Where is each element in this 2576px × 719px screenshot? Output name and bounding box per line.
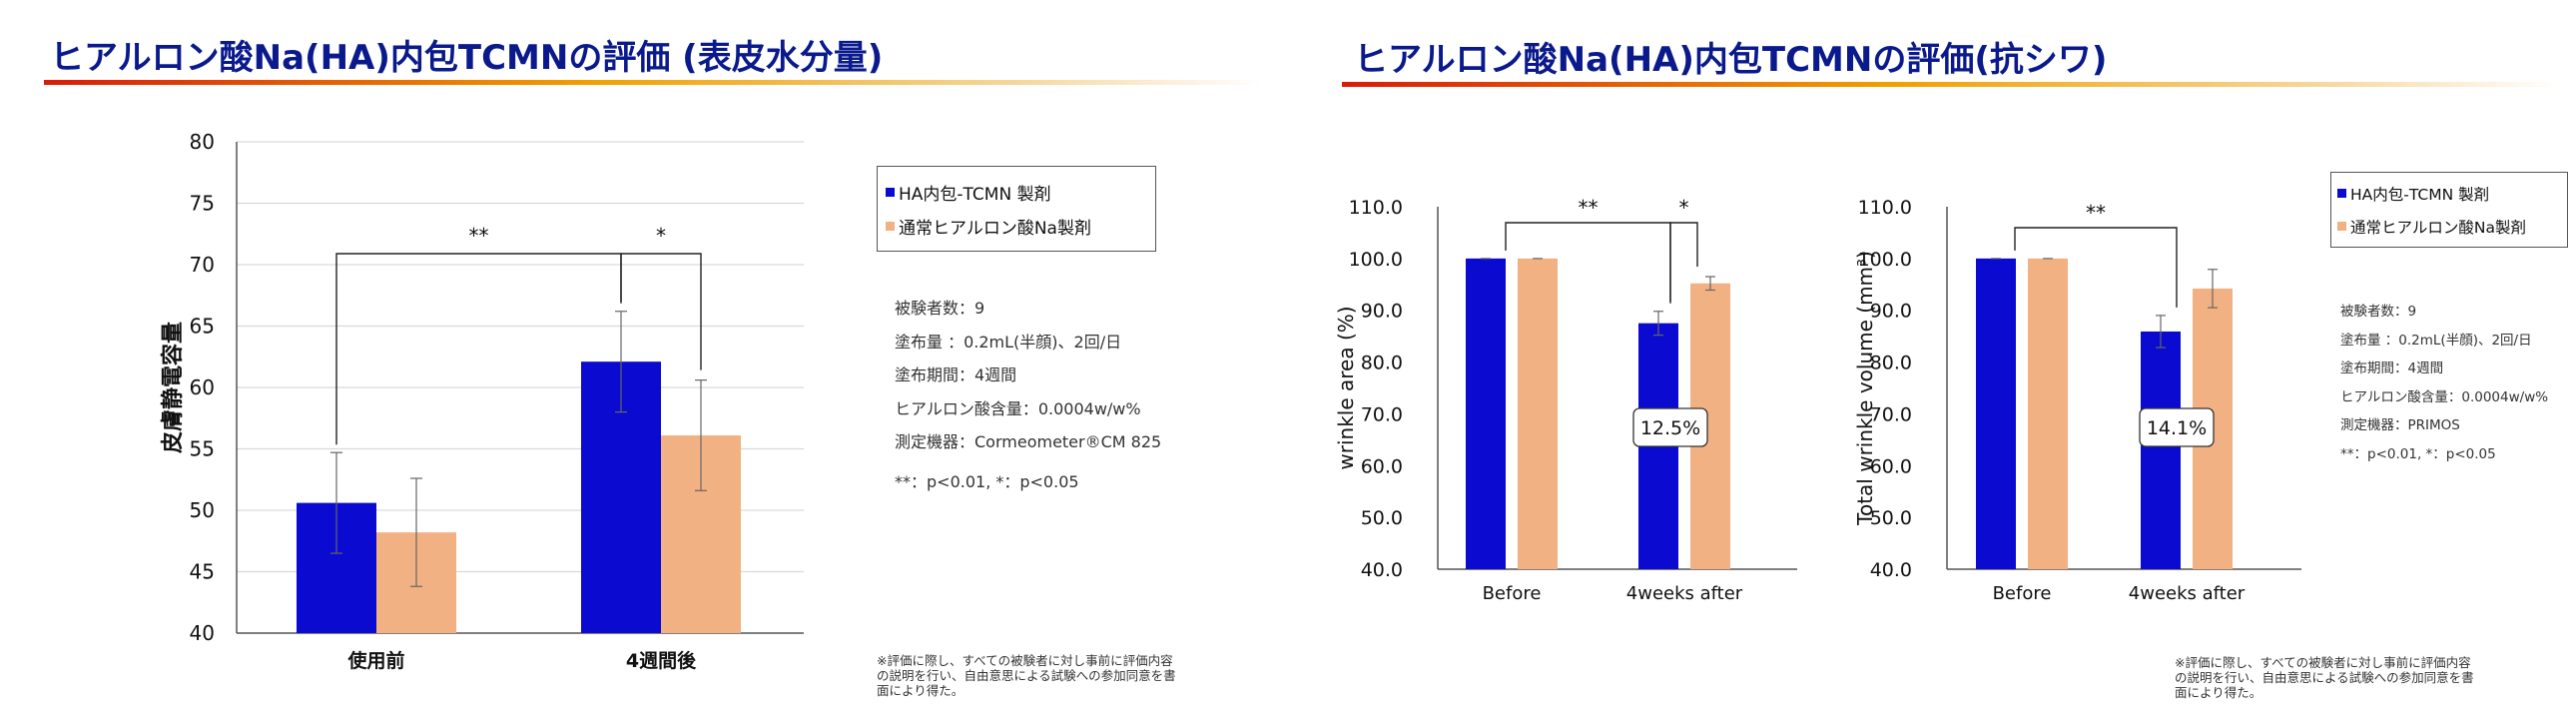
legend-label: 通常ヒアルロン酸Na製剤 [899,218,1091,239]
x-category-label: 4weeks after [2129,583,2246,604]
info-line: 測定機器：PRIMOS [2340,417,2460,434]
info-line: 測定機器：Cormeometer®CM 825 [895,432,1162,452]
right-slide: ヒアルロン酸Na(HA)内包TCMNの評価(抗シワ) 40.0 50.0 60.0 7… [1288,0,2576,719]
reduction-callout-box [1632,407,1708,447]
y-tick-label: 60.0 [1361,455,1403,477]
y-tick-label: 90.0 [1361,301,1403,323]
significance-label: ** [469,224,489,248]
significance-bracket [2014,227,2178,308]
y-tick-label: 80.0 [1870,353,1912,374]
legend-swatch-normal-ha [2337,222,2346,231]
right-footnote: ※評価に際し、すべての被験者に対し事前に評価内容 の説明を行い、自由意思による試… [2175,655,2474,700]
legend-label: HA内包-TCMN 製剤 [899,184,1051,205]
footnote-line: 面により得た。 [877,683,965,698]
y-axis-label: wrinkle area (%) [1334,306,1358,469]
wrinkle-volume-chart: 40.0 50.0 60.0 70.0 80.0 90.0 100.0 110.0 Before… [1853,197,2301,604]
right-study-info: 被験者数：9 塗布量 ：0.2mL(半顔)、2回/日 塗布期間：4週間 ヒアルロ… [2340,298,2548,469]
x-category-label: 4週間後 [626,649,697,672]
y-tick-label: 65 [190,315,215,339]
y-tick-label: 100.0 [1349,249,1403,271]
significance-bracket [620,253,702,370]
bar-ha-tcmn [1976,258,2016,569]
legend-item-ha-tcmn: HA内包-TCMN 製剤 [886,175,1147,209]
legend-swatch-ha-tcmn [886,187,895,197]
x-category-label: Before [1993,583,2052,604]
y-tick-label: 45 [190,560,215,584]
y-tick-label: 80.0 [1361,353,1403,374]
footnote-line: 面により得た。 [2175,685,2262,700]
info-line: ヒアルロン酸含量：0.0004w/w% [2340,388,2549,405]
y-tick-label: 70.0 [1361,403,1403,425]
right-title-underline [1342,82,2560,87]
legend-label: 通常ヒアルロン酸Na製剤 [2350,218,2526,237]
y-tick-label: 90.0 [1870,301,1912,323]
y-tick-label: 75 [190,192,215,216]
left-legend: HA内包-TCMN 製剤 通常ヒアルロン酸Na製剤 [877,166,1156,252]
bar-normal-ha [2028,258,2068,569]
y-tick-label: 70.0 [1870,403,1912,425]
y-tick-label: 50 [190,498,215,522]
left-slide-title: ヒアルロン酸Na(HA)内包TCMNの評価 (表皮水分量) [50,38,884,78]
y-tick-label: 55 [190,437,215,461]
legend-label: HA内包-TCMN 製剤 [2350,185,2490,204]
significance-bracket [335,253,622,445]
reduction-callout-box [2139,407,2215,447]
legend-swatch-ha-tcmn [2337,189,2346,198]
y-tick-label: 60 [190,375,215,399]
significance-label: * [1679,196,1689,220]
y-tick-label: 80 [190,130,215,154]
significance-label: ** [1579,196,1599,220]
legend-swatch-normal-ha [886,221,895,231]
y-tick-label: 70 [190,253,215,277]
reduction-callout-label: 14.1% [2147,417,2207,439]
footnote-line: ※評価に際し、すべての被験者に対し事前に評価内容 [877,653,1173,668]
significance-label: ** [2086,201,2106,225]
y-tick-label: 50.0 [1361,507,1403,529]
footnote-line: の説明を行い、自由意思による試験への参加同意を書 [877,668,1176,683]
x-category-label: 4weeks after [1626,583,1743,604]
y-tick-label: 40.0 [1361,559,1403,581]
x-category-label: Before [1483,583,1542,604]
y-axis-label: Total wrinkle volume (mm³) [1853,251,1877,526]
y-tick-label: 50.0 [1870,507,1912,529]
info-line: **：p<0.01, *：p<0.05 [2340,445,2496,462]
info-line: **：p<0.01, *：p<0.05 [895,471,1079,491]
info-line: ヒアルロン酸含量：0.0004w/w% [895,398,1141,418]
y-tick-label: 110.0 [1858,197,1912,219]
y-tick-label: 40 [190,621,215,645]
info-line: 塗布期間：4週間 [2340,360,2444,377]
significance-bracket [1669,222,1698,302]
bar-ha-tcmn [2141,331,2181,569]
y-tick-label: 100.0 [1858,249,1912,271]
bar-normal-ha [1518,258,1558,569]
legend-item-ha-tcmn: HA内包-TCMN 製剤 [2337,177,2561,210]
right-legend: HA内包-TCMN 製剤 通常ヒアルロン酸Na製剤 [2330,172,2568,248]
significance-label: * [656,224,666,248]
info-line: 塗布期間：4週間 [895,365,1017,385]
y-tick-label: 60.0 [1870,455,1912,477]
bar-ha-tcmn [1466,258,1506,569]
footnote-line: の説明を行い、自由意思による試験への参加同意を書 [2175,670,2474,685]
info-line: 被験者数：9 [895,299,985,318]
legend-item-normal-ha: 通常ヒアルロン酸Na製剤 [886,209,1147,243]
wrinkle-area-chart: 40.0 50.0 60.0 70.0 80.0 90.0 100.0 110.0 Before… [1334,196,1797,604]
right-slide-title: ヒアルロン酸Na(HA)内包TCMNの評価(抗シワ) [1354,40,2108,80]
legend-item-normal-ha: 通常ヒアルロン酸Na製剤 [2337,210,2561,243]
left-slide: ヒアルロン酸Na(HA)内包TCMNの評価 (表皮水分量) 40 45 50 55 60… [44,38,1262,698]
info-line: 被験者数：9 [2340,304,2417,320]
left-study-info: 被験者数：9 塗布量 ：0.2mL(半顔)、2回/日 塗布期間：4週間 ヒアルロ… [895,292,1161,499]
info-line: 塗布量 ：0.2mL(半顔)、2回/日 [2340,332,2532,349]
left-footnote: ※評価に際し、すべての被験者に対し事前に評価内容 の説明を行い、自由意思による試… [877,653,1176,698]
left-title-underline [44,80,1262,85]
reduction-callout-label: 12.5% [1640,417,1700,439]
info-line: 塗布量 ：0.2mL(半顔)、2回/日 [895,332,1122,352]
footnote-line: ※評価に際し、すべての被験者に対し事前に評価内容 [2175,655,2471,670]
x-category-label: 使用前 [346,649,404,672]
y-tick-label: 110.0 [1349,197,1403,219]
y-tick-label: 40.0 [1870,559,1912,581]
y-axis-label: 皮膚静電容量 [160,322,186,453]
